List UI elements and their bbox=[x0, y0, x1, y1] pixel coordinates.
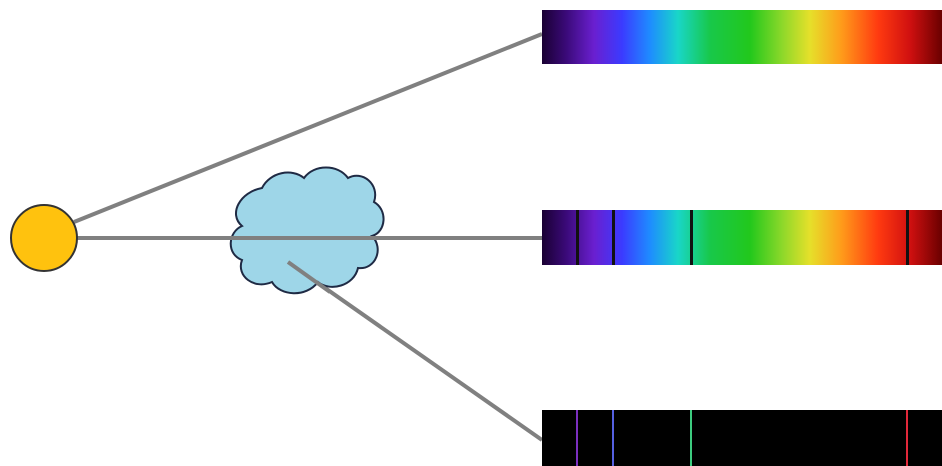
absorption-line-violet bbox=[576, 210, 579, 265]
absorption-line-green bbox=[690, 210, 693, 265]
continuous-spectrum bbox=[542, 10, 942, 64]
emission-line-green bbox=[690, 410, 692, 466]
ray-scattered-from-cloud bbox=[286, 260, 332, 294]
emission-spectrum bbox=[542, 410, 942, 466]
emission-line-indigo bbox=[612, 410, 614, 466]
absorption-line-indigo bbox=[612, 210, 615, 265]
ray-to-emission-spectrum bbox=[286, 260, 544, 442]
emission-line-red bbox=[906, 410, 908, 466]
sun-icon bbox=[10, 204, 78, 272]
emission-line-violet bbox=[576, 410, 578, 466]
absorption-line-red bbox=[906, 210, 909, 265]
ray-to-continuous-spectrum bbox=[73, 32, 543, 224]
cloud-icon bbox=[229, 166, 385, 295]
absorption-spectrum bbox=[542, 210, 942, 265]
